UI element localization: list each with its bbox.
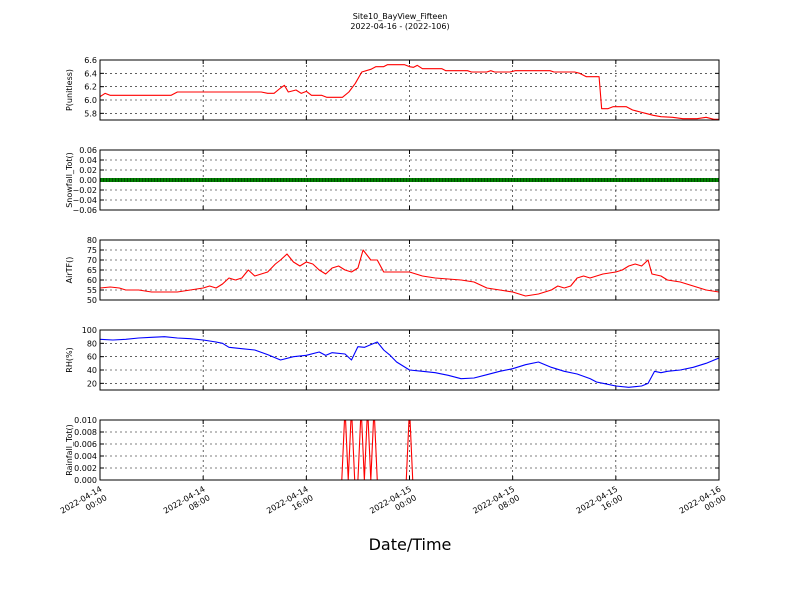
- y-tick-label: 65: [87, 266, 97, 275]
- panel-0: 6.6 6.4 6.2 6.0 5.8 P(unitless): [65, 56, 720, 121]
- y-tick-label: 6.4: [84, 69, 97, 78]
- y-tick-label: −0.02: [72, 186, 97, 195]
- y-tick-label: 100: [82, 326, 97, 335]
- series-line-3: [100, 336, 719, 388]
- y-tick-label: 0.04: [79, 156, 97, 165]
- y-tick-label: 0.02: [79, 166, 97, 175]
- y-tick-label: 0.06: [79, 146, 97, 155]
- y-tick-label: 60: [87, 353, 97, 362]
- y-axis-label: AirTF(): [65, 257, 74, 284]
- panel-frame: [99, 329, 720, 391]
- y-tick-label: 80: [87, 339, 97, 348]
- y-tick-label: 0.00: [79, 176, 97, 185]
- y-axis-label: RH(%): [65, 347, 74, 372]
- y-tick-label: −0.04: [72, 196, 97, 205]
- panel-frame: [99, 149, 720, 211]
- series-line-4: [100, 420, 719, 480]
- y-tick-label: 75: [87, 246, 97, 255]
- y-tick-label: 0.008: [74, 428, 97, 437]
- y-axis-label: Rainfall_Tot(): [65, 424, 74, 476]
- y-tick-label: 0.010: [74, 416, 97, 425]
- y-tick-label: 0.000: [74, 476, 97, 485]
- chart-title: Site10_BayView_Fifteen: [353, 12, 448, 21]
- series-line-0: [100, 64, 719, 120]
- panel-frame: [99, 59, 720, 121]
- panel-frame: [99, 239, 720, 301]
- y-tick-label: 6.6: [84, 56, 97, 65]
- y-tick-label: −0.06: [72, 206, 97, 215]
- y-tick-label: 6.2: [84, 83, 97, 92]
- x-axis-label: Date/Time: [369, 535, 452, 554]
- y-axis-label: P(unitless): [65, 69, 74, 111]
- y-axis-label: Snowfall_Tot(): [65, 152, 74, 208]
- y-tick-label: 50: [87, 296, 97, 305]
- panel-1: 0.060.040.020.00−0.02−0.04−0.06Snowfall_…: [65, 146, 720, 215]
- y-tick-label: 6.0: [84, 96, 97, 105]
- y-tick-label: 0.004: [74, 452, 97, 461]
- y-tick-label: 5.8: [84, 109, 97, 118]
- chart-subtitle: 2022-04-16 - (2022-106): [350, 22, 449, 31]
- panel-frame: [99, 419, 720, 481]
- y-tick-label: 20: [87, 379, 97, 388]
- y-tick-label: 55: [87, 286, 97, 295]
- y-tick-label: 70: [87, 256, 97, 265]
- panel-3: 100 80 60 40 20 RH(%): [65, 326, 720, 391]
- y-tick-label: 0.002: [74, 464, 97, 473]
- y-tick-label: 80: [87, 236, 97, 245]
- y-tick-label: 60: [87, 276, 97, 285]
- y-tick-label: 0.006: [74, 440, 97, 449]
- y-tick-label: 40: [87, 366, 97, 375]
- panel-4: 0.010 0.008 0.006 0.004 0.002 0.000Rainfall_T…: [65, 416, 720, 485]
- series-line-2: [100, 249, 719, 297]
- chart-panels: 6.66.46.26.05.8P(unitless)0.060.040.020.…: [65, 56, 720, 485]
